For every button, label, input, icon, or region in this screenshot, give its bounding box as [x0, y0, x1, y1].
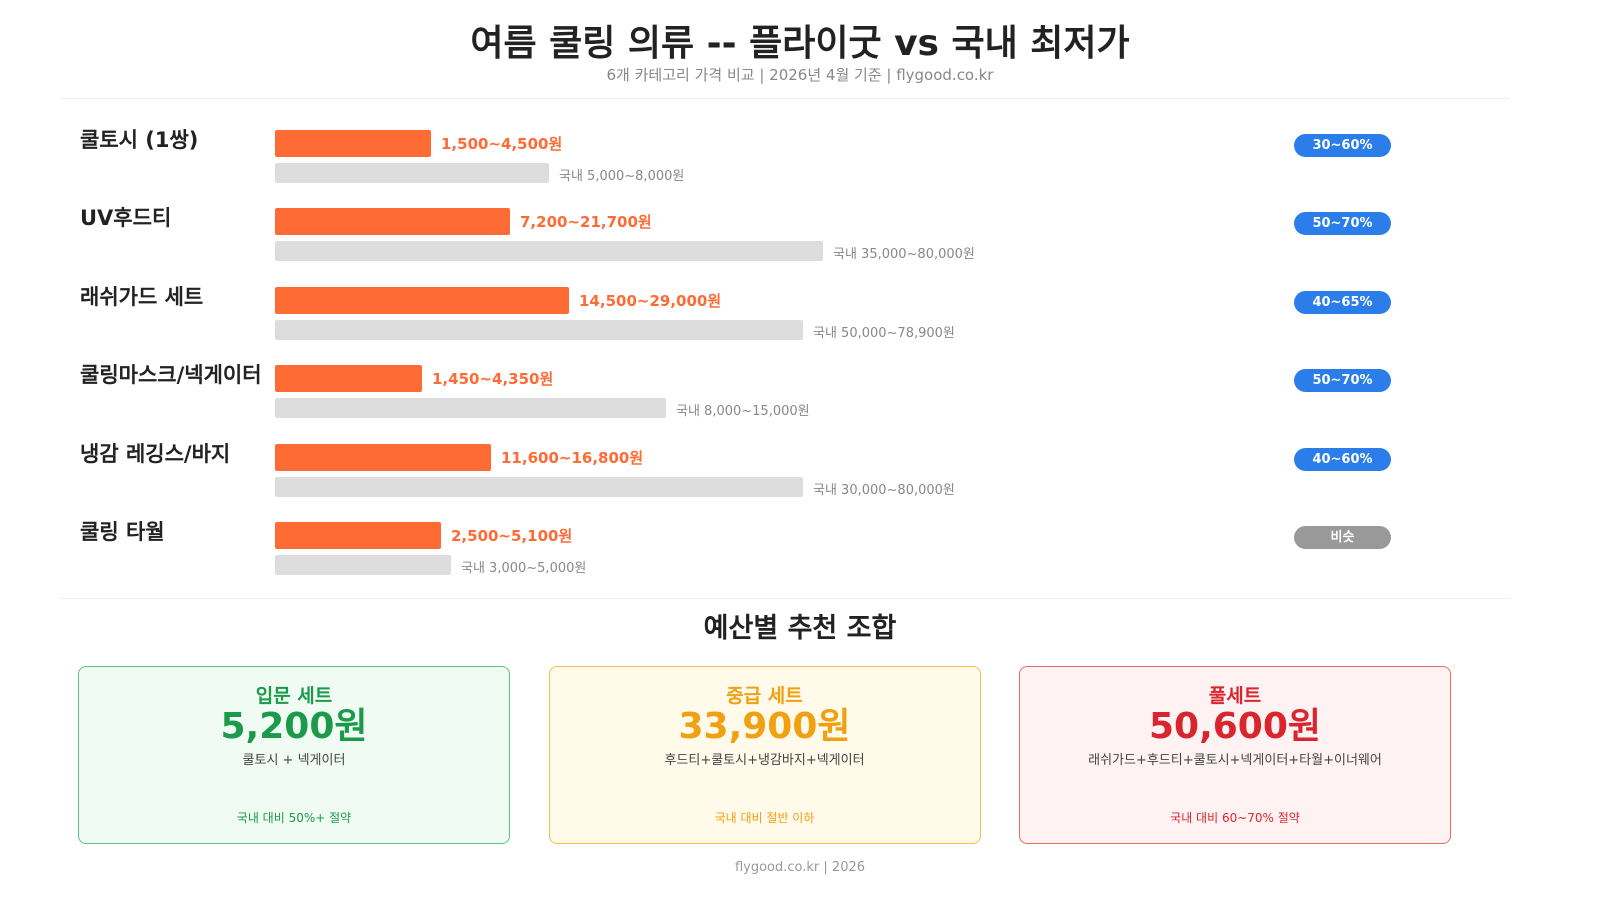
- row-label: 쿨토시 (1쌍): [80, 128, 199, 152]
- price-label: 2,500~5,100원: [451, 527, 573, 545]
- subtitle: 6개 카테고리 가격 비교 | 2026년 4월 기준 | flygood.co…: [606, 66, 994, 84]
- domestic-label: 국내 8,000~15,000원: [676, 404, 810, 420]
- domestic-bar: [275, 555, 451, 575]
- section-title: 예산별 추천 조합: [703, 613, 897, 644]
- domestic-bar: [275, 476, 803, 497]
- price-label: 14,500~29,000원: [579, 291, 722, 310]
- row-label: 래쉬가드 세트: [80, 284, 204, 309]
- price-label: 1,450~4,350원: [432, 370, 554, 389]
- domestic-bar: [275, 163, 549, 183]
- price-bar: [275, 286, 569, 314]
- domestic-label: 국내 35,000~80,000원: [833, 247, 975, 263]
- card-note: 국내 대비 절반 이하: [714, 811, 815, 825]
- row-label: UV후드티: [80, 206, 172, 231]
- price-bar: [275, 365, 422, 393]
- card-price: 33,900원: [678, 706, 851, 747]
- card-items: 쿨토시 + 넥게이터: [242, 753, 346, 768]
- card-price: 5,200원: [220, 706, 368, 747]
- saving-badge: 50~70%: [1294, 369, 1391, 393]
- price-bar: [275, 522, 441, 549]
- card-price: 50,600원: [1148, 706, 1322, 747]
- card-note: 국내 대비 60~70% 절약: [1170, 811, 1300, 825]
- row-label: 쿨링마스크/넥게이터: [80, 363, 262, 388]
- title: 여름 쿨링 의류 -- 플라이굿 vs 국내 최저가: [470, 23, 1130, 64]
- card-title: 입문 세트: [255, 685, 333, 707]
- domestic-label: 국내 5,000~8,000원: [559, 169, 685, 184]
- saving-badge: 30~60%: [1294, 134, 1391, 157]
- footer: flygood.co.kr | 2026: [734, 860, 866, 875]
- price-label: 1,500~4,500원: [441, 135, 563, 153]
- saving-badge: 50~70%: [1294, 212, 1391, 236]
- divider: [60, 98, 1510, 99]
- price-bar: [275, 208, 510, 236]
- card-items: 후드티+쿨토시+냉감바지+넥게이터: [664, 753, 865, 768]
- price-label: 11,600~16,800원: [501, 448, 644, 467]
- saving-badge: 40~65%: [1294, 290, 1391, 314]
- row-label: 냉감 레깅스/바지: [80, 441, 231, 466]
- divider: [60, 598, 1510, 599]
- price-bar: [275, 443, 491, 471]
- saving-badge: 40~60%: [1294, 447, 1391, 471]
- domestic-bar: [275, 398, 666, 419]
- domestic-label: 국내 30,000~80,000원: [813, 482, 955, 498]
- card-items: 래쉬가드+후드티+쿨토시+넥게이터+타월+이너웨어: [1088, 753, 1382, 768]
- row-label: 쿨링 타월: [80, 520, 165, 544]
- price-label: 7,200~21,700원: [520, 213, 652, 232]
- domestic-label: 국내 3,000~5,000원: [461, 561, 587, 576]
- domestic-label: 국내 50,000~78,900원: [813, 325, 955, 341]
- saving-badge: 비슷: [1294, 526, 1391, 549]
- domestic-bar: [275, 319, 803, 340]
- price-bar: [275, 130, 431, 157]
- card-note: 국내 대비 50%+ 절약: [236, 811, 352, 825]
- domestic-bar: [275, 241, 823, 262]
- card-title: 풀세트: [1208, 685, 1262, 707]
- card-title: 중급 세트: [726, 685, 803, 707]
